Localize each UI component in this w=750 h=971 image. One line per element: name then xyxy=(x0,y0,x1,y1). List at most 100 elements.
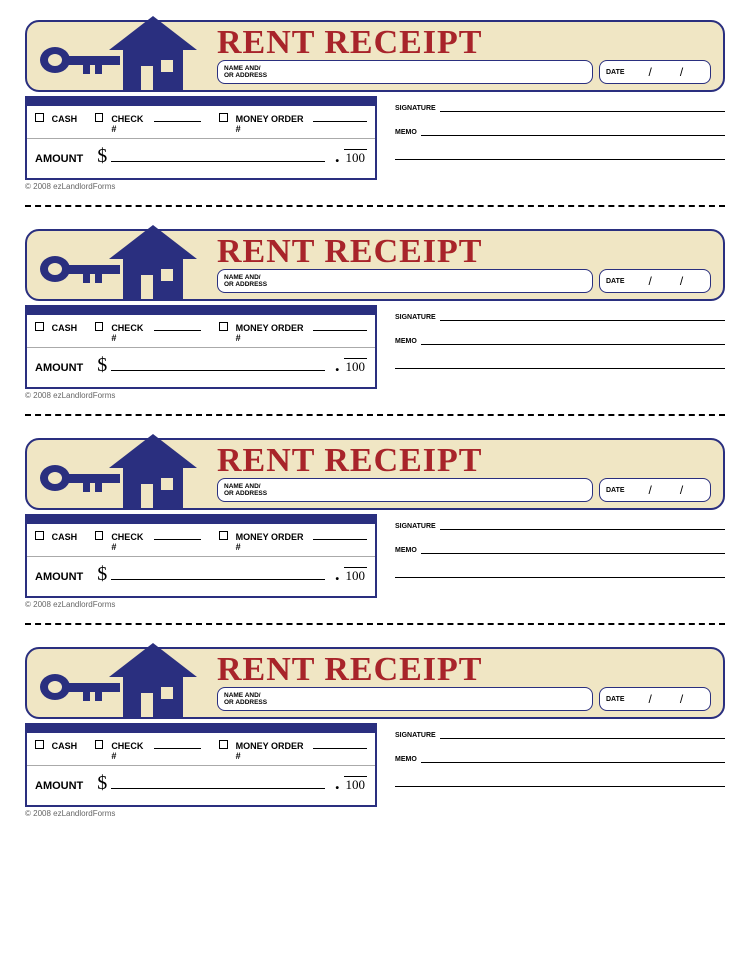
receipt-header: RENT RECEIPT NAME AND/OR ADDRESS DATE / … xyxy=(25,438,725,510)
money-order-number-line[interactable] xyxy=(313,530,368,540)
signature-memo-area: SIGNATURE MEMO xyxy=(395,96,725,180)
check-label: CHECK # xyxy=(111,323,148,343)
money-order-number-line[interactable] xyxy=(313,739,368,749)
check-label: CHECK # xyxy=(111,114,148,134)
memo-line-2[interactable] xyxy=(395,566,725,578)
check-number-line[interactable] xyxy=(154,739,201,749)
amount-label: AMOUNT xyxy=(35,780,83,792)
name-address-field[interactable]: NAME AND/OR ADDRESS xyxy=(217,269,593,293)
money-order-checkbox[interactable] xyxy=(219,113,228,122)
date-field[interactable]: DATE / / xyxy=(599,478,711,502)
payment-box: CASH CHECK # MONEY ORDER # AMOUNT $ . 10… xyxy=(25,514,377,598)
payment-box: CASH CHECK # MONEY ORDER # AMOUNT $ . 10… xyxy=(25,96,377,180)
signature-memo-area: SIGNATURE MEMO xyxy=(395,305,725,389)
rent-receipt: RENT RECEIPT NAME AND/OR ADDRESS DATE / … xyxy=(25,229,725,400)
perforation-line xyxy=(25,414,725,416)
memo-label: MEMO xyxy=(395,129,417,136)
amount-label: AMOUNT xyxy=(35,153,83,165)
cash-checkbox[interactable] xyxy=(35,740,44,749)
rent-receipt: RENT RECEIPT NAME AND/OR ADDRESS DATE / … xyxy=(25,647,725,818)
money-order-checkbox[interactable] xyxy=(219,740,228,749)
cash-label: CASH xyxy=(52,532,78,542)
cash-checkbox[interactable] xyxy=(35,113,44,122)
rent-receipt: RENT RECEIPT NAME AND/OR ADDRESS DATE / … xyxy=(25,438,725,609)
check-label: CHECK # xyxy=(111,532,148,552)
decimal-point: . xyxy=(335,146,340,167)
decimal-point: . xyxy=(335,564,340,585)
receipt-title: RENT RECEIPT xyxy=(217,24,483,62)
money-order-checkbox[interactable] xyxy=(219,322,228,331)
check-checkbox[interactable] xyxy=(95,740,104,749)
date-label: DATE xyxy=(606,278,625,285)
date-field[interactable]: DATE / / xyxy=(599,269,711,293)
signature-line[interactable] xyxy=(440,518,725,530)
key-house-icon xyxy=(33,434,208,518)
amount-line[interactable] xyxy=(111,566,325,580)
key-house-icon xyxy=(33,225,208,309)
amount-line[interactable] xyxy=(111,775,325,789)
date-separator: / xyxy=(680,65,683,79)
check-checkbox[interactable] xyxy=(95,531,104,540)
check-checkbox[interactable] xyxy=(95,322,104,331)
signature-line[interactable] xyxy=(440,100,725,112)
currency-symbol: $ xyxy=(97,772,107,795)
currency-symbol: $ xyxy=(97,145,107,168)
name-address-field[interactable]: NAME AND/OR ADDRESS xyxy=(217,478,593,502)
signature-memo-area: SIGNATURE MEMO xyxy=(395,723,725,807)
check-number-line[interactable] xyxy=(154,112,201,122)
copyright-text: © 2008 ezLandlordForms xyxy=(25,182,725,191)
check-number-line[interactable] xyxy=(154,321,201,331)
name-address-label: NAME AND/OR ADDRESS xyxy=(224,483,267,497)
date-separator: / xyxy=(680,483,683,497)
memo-label: MEMO xyxy=(395,756,417,763)
amount-line[interactable] xyxy=(111,357,325,371)
signature-label: SIGNATURE xyxy=(395,732,436,739)
perforation-line xyxy=(25,205,725,207)
date-field[interactable]: DATE / / xyxy=(599,687,711,711)
signature-line[interactable] xyxy=(440,727,725,739)
amount-label: AMOUNT xyxy=(35,571,83,583)
money-order-label: MONEY ORDER # xyxy=(236,741,307,761)
amount-line[interactable] xyxy=(111,148,325,162)
money-order-label: MONEY ORDER # xyxy=(236,114,307,134)
receipt-title: RENT RECEIPT xyxy=(217,651,483,689)
receipt-title: RENT RECEIPT xyxy=(217,233,483,271)
memo-line-2[interactable] xyxy=(395,148,725,160)
memo-line[interactable] xyxy=(421,751,725,763)
signature-line[interactable] xyxy=(440,309,725,321)
copyright-text: © 2008 ezLandlordForms xyxy=(25,600,725,609)
signature-label: SIGNATURE xyxy=(395,523,436,530)
date-separator: / xyxy=(680,274,683,288)
name-address-label: NAME AND/OR ADDRESS xyxy=(224,274,267,288)
copyright-text: © 2008 ezLandlordForms xyxy=(25,809,725,818)
memo-line[interactable] xyxy=(421,542,725,554)
cash-label: CASH xyxy=(52,741,78,751)
copyright-text: © 2008 ezLandlordForms xyxy=(25,391,725,400)
name-address-field[interactable]: NAME AND/OR ADDRESS xyxy=(217,60,593,84)
money-order-label: MONEY ORDER # xyxy=(236,323,307,343)
check-number-line[interactable] xyxy=(154,530,201,540)
currency-symbol: $ xyxy=(97,354,107,377)
memo-label: MEMO xyxy=(395,338,417,345)
name-address-field[interactable]: NAME AND/OR ADDRESS xyxy=(217,687,593,711)
money-order-checkbox[interactable] xyxy=(219,531,228,540)
rent-receipt: RENT RECEIPT NAME AND/OR ADDRESS DATE / … xyxy=(25,20,725,191)
memo-line[interactable] xyxy=(421,333,725,345)
money-order-number-line[interactable] xyxy=(313,321,368,331)
memo-label: MEMO xyxy=(395,547,417,554)
cents-denominator: 100 xyxy=(344,149,368,166)
check-checkbox[interactable] xyxy=(95,113,104,122)
money-order-number-line[interactable] xyxy=(313,112,368,122)
receipt-header: RENT RECEIPT NAME AND/OR ADDRESS DATE / … xyxy=(25,20,725,92)
name-address-label: NAME AND/OR ADDRESS xyxy=(224,692,267,706)
memo-line-2[interactable] xyxy=(395,357,725,369)
cash-checkbox[interactable] xyxy=(35,322,44,331)
check-label: CHECK # xyxy=(111,741,148,761)
memo-line-2[interactable] xyxy=(395,775,725,787)
cash-checkbox[interactable] xyxy=(35,531,44,540)
signature-memo-area: SIGNATURE MEMO xyxy=(395,514,725,598)
memo-line[interactable] xyxy=(421,124,725,136)
date-field[interactable]: DATE / / xyxy=(599,60,711,84)
money-order-label: MONEY ORDER # xyxy=(236,532,307,552)
date-label: DATE xyxy=(606,69,625,76)
